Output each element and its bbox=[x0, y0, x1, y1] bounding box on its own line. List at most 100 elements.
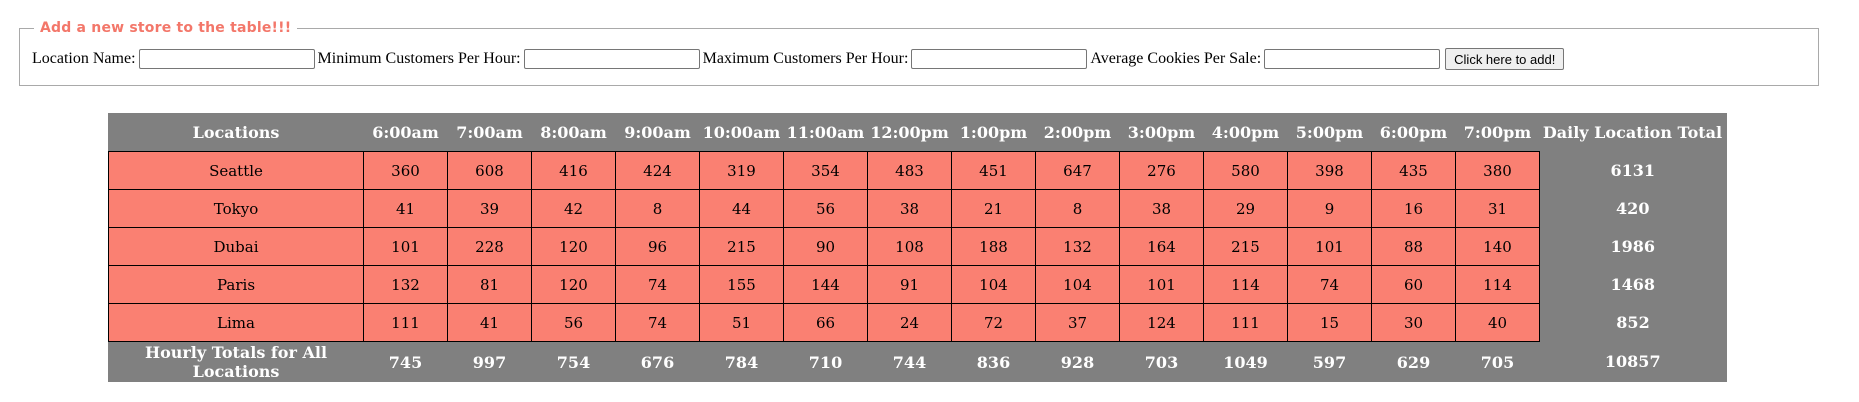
location-name-label: Location Name: bbox=[32, 50, 136, 67]
hour-value-cell: 114 bbox=[1455, 265, 1540, 304]
hour-value-cell: 104 bbox=[1035, 265, 1120, 304]
daily-total-cell: 852 bbox=[1539, 303, 1726, 342]
hour-header: 6:00am bbox=[372, 122, 439, 142]
hourly-total-cell: 705 bbox=[1480, 352, 1515, 372]
hour-value-cell: 120 bbox=[531, 227, 616, 266]
hour-value-cell: 580 bbox=[1203, 151, 1288, 190]
hourly-total-cell: 703 bbox=[1144, 352, 1179, 372]
hourly-totals-label: Hourly Totals for All Locations bbox=[144, 343, 328, 381]
add-store-form: Add a new store to the table!!! Location… bbox=[19, 20, 1819, 86]
hour-value-cell: 72 bbox=[951, 303, 1036, 342]
hour-value-cell: 74 bbox=[1287, 265, 1372, 304]
hour-value-cell: 104 bbox=[951, 265, 1036, 304]
hour-value-cell: 38 bbox=[867, 189, 952, 228]
hour-header: 12:00pm bbox=[870, 122, 949, 142]
hour-value-cell: 8 bbox=[1035, 189, 1120, 228]
hour-value-cell: 416 bbox=[531, 151, 616, 190]
locations-header: Locations bbox=[192, 122, 280, 142]
header-row: Locations 6:00am 7:00am 8:00am 9:00am 10… bbox=[109, 113, 1727, 152]
hourly-total-cell: 754 bbox=[556, 352, 591, 372]
daily-total-cell: 6131 bbox=[1539, 151, 1726, 190]
hour-value-cell: 38 bbox=[1119, 189, 1204, 228]
hour-value-cell: 124 bbox=[1119, 303, 1204, 342]
daily-total-cell: 1986 bbox=[1539, 227, 1726, 266]
hour-value-cell: 164 bbox=[1119, 227, 1204, 266]
hour-value-cell: 155 bbox=[699, 265, 784, 304]
hourly-total-cell: 745 bbox=[388, 352, 423, 372]
hour-value-cell: 215 bbox=[699, 227, 784, 266]
hour-value-cell: 101 bbox=[1119, 265, 1204, 304]
hour-value-cell: 114 bbox=[1203, 265, 1288, 304]
grand-total-cell: 10857 bbox=[1604, 352, 1661, 372]
hour-value-cell: 60 bbox=[1371, 265, 1456, 304]
location-name-cell: Paris bbox=[108, 265, 364, 304]
hour-header: 2:00pm bbox=[1043, 122, 1112, 142]
hour-value-cell: 188 bbox=[951, 227, 1036, 266]
hour-value-cell: 40 bbox=[1455, 303, 1540, 342]
form-legend: Add a new store to the table!!! bbox=[40, 20, 292, 36]
hour-value-cell: 56 bbox=[531, 303, 616, 342]
avg-cookies-input[interactable] bbox=[1264, 49, 1441, 69]
hour-value-cell: 483 bbox=[867, 151, 952, 190]
hour-value-cell: 111 bbox=[363, 303, 448, 342]
hour-header: 7:00pm bbox=[1463, 122, 1532, 142]
table-row: Lima 111 41 56 74 51 66 24 72 37 124 111… bbox=[108, 303, 1726, 342]
hour-header: 9:00am bbox=[624, 122, 691, 142]
table-row: Dubai 101 228 120 96 215 90 108 188 132 … bbox=[108, 227, 1726, 266]
hour-header: 10:00am bbox=[702, 122, 781, 142]
hour-value-cell: 74 bbox=[615, 303, 700, 342]
hour-header: 7:00am bbox=[456, 122, 523, 142]
hourly-total-cell: 710 bbox=[808, 352, 843, 372]
hour-value-cell: 647 bbox=[1035, 151, 1120, 190]
hour-header: 6:00pm bbox=[1379, 122, 1448, 142]
hour-value-cell: 144 bbox=[783, 265, 868, 304]
location-name-cell: Lima bbox=[108, 303, 364, 342]
max-customers-input[interactable] bbox=[911, 49, 1088, 69]
hourly-total-cell: 784 bbox=[724, 352, 759, 372]
hourly-total-cell: 597 bbox=[1312, 352, 1347, 372]
daily-total-cell: 1468 bbox=[1539, 265, 1726, 304]
hour-value-cell: 424 bbox=[615, 151, 700, 190]
hour-value-cell: 66 bbox=[783, 303, 868, 342]
avg-cookies-label: Average Cookies Per Sale: bbox=[1090, 50, 1262, 67]
hourly-totals-row: Hourly Totals for All Locations 745 997 … bbox=[109, 342, 1727, 383]
add-store-button[interactable]: Click here to add! bbox=[1445, 48, 1565, 70]
hourly-total-cell: 928 bbox=[1060, 352, 1095, 372]
hour-header: 1:00pm bbox=[959, 122, 1028, 142]
hour-value-cell: 435 bbox=[1371, 151, 1456, 190]
hour-value-cell: 81 bbox=[447, 265, 532, 304]
hour-value-cell: 132 bbox=[363, 265, 448, 304]
min-customers-input[interactable] bbox=[523, 49, 700, 69]
hour-value-cell: 16 bbox=[1371, 189, 1456, 228]
hour-value-cell: 21 bbox=[951, 189, 1036, 228]
hour-value-cell: 111 bbox=[1203, 303, 1288, 342]
hour-value-cell: 9 bbox=[1287, 189, 1372, 228]
hourly-total-cell: 744 bbox=[892, 352, 927, 372]
hour-value-cell: 108 bbox=[867, 227, 952, 266]
hour-value-cell: 360 bbox=[363, 151, 448, 190]
form-row: Location Name: Minimum Customers Per Hou… bbox=[32, 48, 1806, 70]
hourly-total-cell: 676 bbox=[640, 352, 675, 372]
hour-value-cell: 91 bbox=[867, 265, 952, 304]
hour-value-cell: 380 bbox=[1455, 151, 1540, 190]
location-name-cell: Tokyo bbox=[108, 189, 364, 228]
hour-value-cell: 451 bbox=[951, 151, 1036, 190]
hour-value-cell: 29 bbox=[1203, 189, 1288, 228]
hourly-total-cell: 629 bbox=[1396, 352, 1431, 372]
hour-value-cell: 39 bbox=[447, 189, 532, 228]
hour-value-cell: 88 bbox=[1371, 227, 1456, 266]
hour-header: 3:00pm bbox=[1127, 122, 1196, 142]
location-name-input[interactable] bbox=[138, 49, 315, 69]
hour-value-cell: 42 bbox=[531, 189, 616, 228]
hour-value-cell: 24 bbox=[867, 303, 952, 342]
hour-value-cell: 37 bbox=[1035, 303, 1120, 342]
hour-value-cell: 90 bbox=[783, 227, 868, 266]
hour-value-cell: 276 bbox=[1119, 151, 1204, 190]
hour-header: 4:00pm bbox=[1211, 122, 1280, 142]
max-customers-label: Maximum Customers Per Hour: bbox=[702, 50, 909, 67]
hour-value-cell: 15 bbox=[1287, 303, 1372, 342]
hourly-total-cell: 997 bbox=[472, 352, 507, 372]
hour-value-cell: 101 bbox=[363, 227, 448, 266]
hour-value-cell: 56 bbox=[783, 189, 868, 228]
min-customers-label: Minimum Customers Per Hour: bbox=[317, 50, 521, 67]
